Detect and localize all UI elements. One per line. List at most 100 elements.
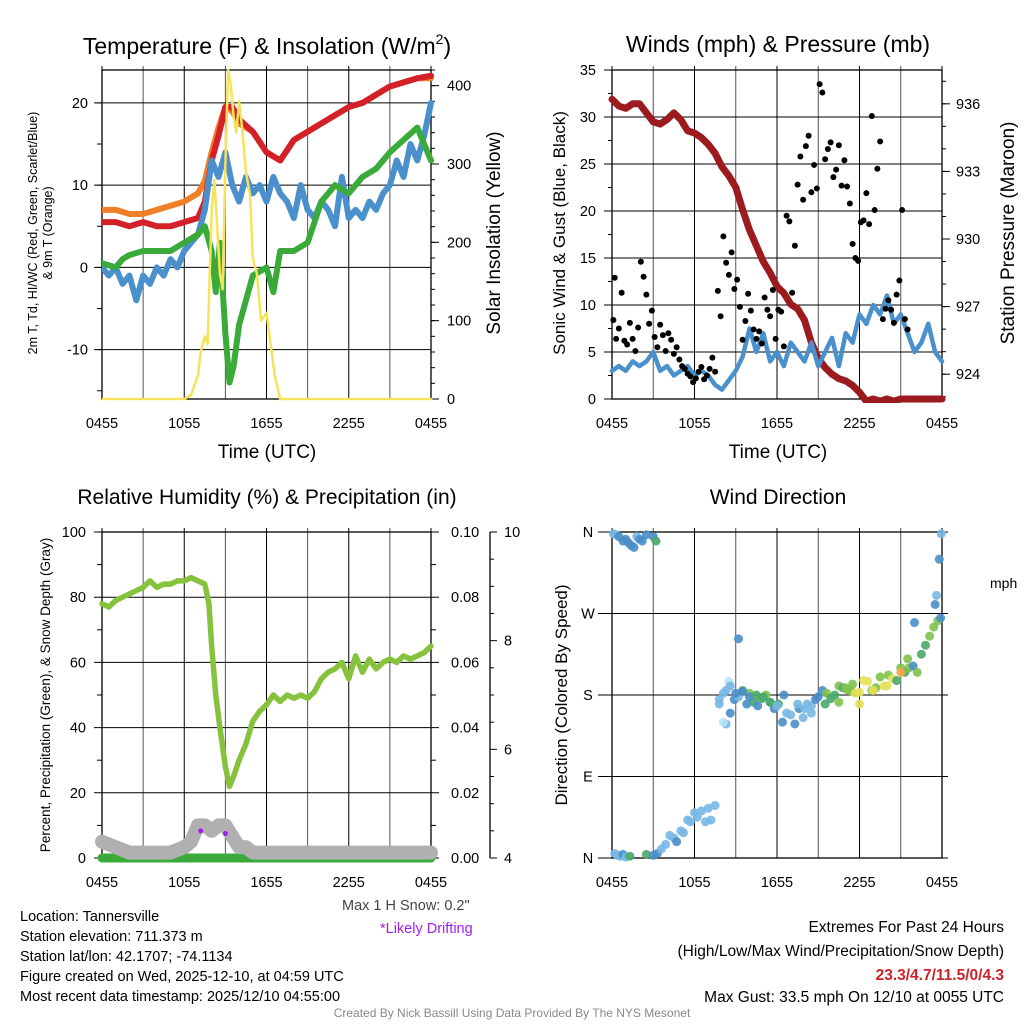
- gust-point: [695, 368, 702, 375]
- direction-point: [793, 699, 803, 709]
- y2-tick-label: 0.04: [451, 721, 479, 737]
- x-tick-label: 2255: [333, 416, 365, 432]
- direction-point: [753, 701, 763, 711]
- direction-point: [790, 719, 800, 729]
- winds-x-label: Time (UTC): [729, 442, 828, 463]
- y3-tick-label: 6: [504, 742, 512, 758]
- gust-point: [791, 242, 798, 249]
- gust-point: [849, 240, 856, 247]
- y2-tick-label: 100: [447, 314, 471, 330]
- direction-point: [800, 704, 809, 714]
- gust-point: [786, 218, 793, 225]
- gust-point: [863, 190, 870, 197]
- gust-point: [673, 344, 680, 351]
- direction-point: [820, 699, 830, 709]
- direction-point: [841, 683, 851, 693]
- extremes-fields: (High/Low/Max Wind/Precipitation/Snow De…: [677, 943, 1005, 960]
- y-tick-label: 15: [580, 251, 596, 267]
- y2-tick-label: 936: [956, 97, 980, 113]
- direction-point: [738, 686, 748, 696]
- direction-point: [936, 529, 946, 539]
- x-tick-label: 1655: [761, 875, 793, 891]
- gust-point: [632, 348, 639, 355]
- gust-point: [877, 138, 884, 145]
- direction-point: [830, 690, 840, 700]
- direction-point: [916, 649, 926, 659]
- max-snow-annotation: Max 1 H Snow: 0.2": [342, 898, 470, 914]
- y2-tick-label: 933: [956, 164, 980, 180]
- panel-wind-direction: Wind Direction 0455 1055 1655 2255 0455NESWN…: [552, 486, 1017, 891]
- gust-point: [745, 290, 752, 297]
- series-line-hi-wc-blue-: [102, 99, 434, 304]
- direction-point: [848, 679, 858, 689]
- max-gust-text: Max Gust: 33.5 mph On 12/10 at 0055 UTC: [704, 989, 1004, 1006]
- gust-point: [868, 113, 875, 120]
- y-tick-label: W: [581, 607, 595, 623]
- gust-point: [734, 276, 741, 283]
- gust-point: [935, 0, 941, 3]
- gust-point: [938, 0, 944, 3]
- gust-point: [692, 375, 699, 382]
- series-group: [102, 68, 434, 401]
- direction-point: [921, 640, 930, 650]
- gust-point: [706, 365, 713, 372]
- direction-point: [751, 690, 761, 700]
- gust-point: [618, 289, 625, 296]
- gust-point: [613, 335, 620, 342]
- gust-point: [758, 340, 765, 347]
- gust-point: [725, 271, 732, 278]
- gust-point: [874, 165, 881, 172]
- gust-point: [797, 153, 804, 160]
- gust-point: [780, 343, 787, 350]
- direction-y-label: Direction (Colored By Speed): [552, 584, 571, 805]
- gust-point: [841, 157, 848, 164]
- x-tick-label: 0455: [596, 416, 628, 432]
- gust-point: [907, 0, 913, 3]
- gust-point: [709, 354, 716, 361]
- direction-point: [855, 699, 864, 709]
- series-snow-depth: [95, 818, 438, 860]
- gust-point: [860, 217, 867, 224]
- x-tick-label: 1055: [168, 875, 200, 891]
- extremes-values: 23.3/4.7/11.5/0/4.3: [875, 967, 1004, 984]
- gust-point: [913, 0, 919, 3]
- gust-point: [637, 258, 644, 265]
- direction-point: [863, 676, 873, 686]
- x-tick-label: 2255: [333, 875, 365, 891]
- gust-point: [665, 330, 672, 337]
- y-tick-label: N: [583, 851, 593, 867]
- x-tick-label: 2255: [843, 875, 875, 891]
- gust-point: [866, 221, 873, 228]
- drifting-point: [222, 831, 228, 837]
- y-tick-label: 5: [588, 345, 596, 361]
- gust-point: [610, 317, 617, 324]
- gust-point: [753, 335, 760, 342]
- gust-point: [879, 316, 886, 323]
- gust-point: [830, 174, 837, 181]
- gust-point: [703, 372, 710, 379]
- direction-point: [714, 699, 724, 709]
- y2-tick-label: 924: [956, 367, 980, 383]
- gust-point: [896, 277, 903, 284]
- gust-point: [670, 350, 677, 357]
- gust-point: [772, 335, 779, 342]
- direction-point: [742, 699, 752, 709]
- gust-point: [736, 303, 743, 310]
- gust-point: [916, 0, 922, 3]
- direction-point: [718, 717, 728, 727]
- gust-point: [654, 344, 661, 351]
- y-tick-label: 80: [70, 590, 86, 606]
- winds-y-label: Sonic Wind & Gust (Blue, Black): [550, 111, 569, 355]
- direction-point: [903, 654, 913, 664]
- gust-point: [800, 196, 807, 203]
- direction-point: [925, 631, 935, 641]
- y3-tick-label: 4: [504, 851, 512, 867]
- series-line-sonic-wind-blue-: [609, 293, 945, 392]
- gust-point: [731, 286, 738, 293]
- series-line-station-pressure-maroon-: [608, 95, 946, 403]
- direction-point: [778, 717, 787, 727]
- x-tick-label: 0455: [415, 875, 447, 891]
- gust-point: [855, 257, 862, 264]
- series-line-2m-t-red-: [102, 72, 434, 230]
- x-tick-label: 1655: [250, 875, 282, 891]
